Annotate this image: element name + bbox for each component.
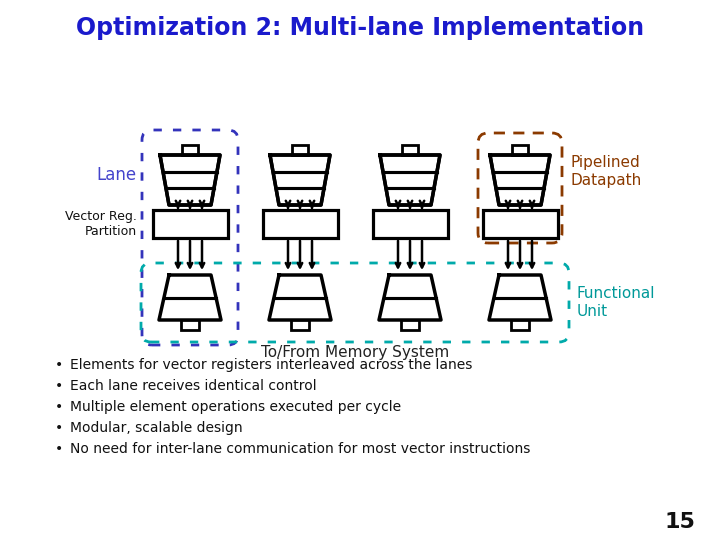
Bar <box>263 210 338 238</box>
Text: Functional
Unit: Functional Unit <box>577 286 655 319</box>
Bar <box>182 145 198 155</box>
Bar <box>181 320 199 330</box>
Bar <box>153 210 228 238</box>
Polygon shape <box>270 155 330 205</box>
Text: •: • <box>55 421 63 435</box>
Text: Pipelined
Datapath: Pipelined Datapath <box>570 156 642 188</box>
Polygon shape <box>489 275 551 320</box>
Text: Optimization 2: Multi-lane Implementation: Optimization 2: Multi-lane Implementatio… <box>76 16 644 40</box>
Polygon shape <box>160 155 220 205</box>
Bar <box>372 210 448 238</box>
Bar <box>401 320 419 330</box>
Bar <box>482 210 557 238</box>
Bar <box>512 145 528 155</box>
Bar <box>292 145 308 155</box>
Bar <box>291 320 309 330</box>
Bar <box>402 145 418 155</box>
Polygon shape <box>380 155 440 205</box>
Text: 15: 15 <box>664 512 695 532</box>
Polygon shape <box>159 275 221 320</box>
Polygon shape <box>379 275 441 320</box>
Text: Lane: Lane <box>97 166 137 184</box>
Polygon shape <box>490 155 550 205</box>
Text: To/From Memory System: To/From Memory System <box>261 345 449 360</box>
Text: •: • <box>55 358 63 372</box>
Text: Each lane receives identical control: Each lane receives identical control <box>70 379 317 393</box>
Text: •: • <box>55 400 63 414</box>
Polygon shape <box>269 275 331 320</box>
Text: Modular, scalable design: Modular, scalable design <box>70 421 243 435</box>
Text: •: • <box>55 379 63 393</box>
Text: Vector Reg.
Partition: Vector Reg. Partition <box>65 210 137 238</box>
Bar <box>511 320 529 330</box>
Text: Multiple element operations executed per cycle: Multiple element operations executed per… <box>70 400 401 414</box>
Text: •: • <box>55 442 63 456</box>
Text: No need for inter-lane communication for most vector instructions: No need for inter-lane communication for… <box>70 442 531 456</box>
Text: Elements for vector registers interleaved across the lanes: Elements for vector registers interleave… <box>70 358 472 372</box>
